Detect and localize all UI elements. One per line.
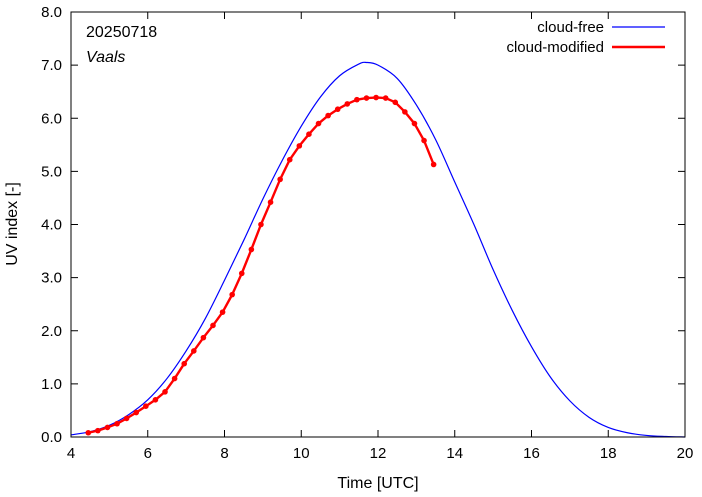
data-point-cloud-modified: [325, 112, 331, 119]
data-point-cloud-modified: [114, 420, 120, 427]
y-tick-label: 0.0: [41, 429, 62, 446]
x-tick-label: 18: [600, 445, 617, 462]
x-tick-label: 12: [370, 445, 387, 462]
legend: cloud-free cloud-modified: [506, 19, 665, 56]
date-annotation: 20250718: [86, 24, 157, 41]
plot-area: [70, 61, 686, 438]
x-tick-label: 16: [523, 445, 540, 462]
y-tick-label: 3.0: [41, 270, 62, 287]
data-point-cloud-modified: [143, 403, 149, 409]
series-line-cloud-free: [70, 61, 686, 438]
data-point-cloud-modified: [152, 397, 159, 403]
data-point-cloud-modified: [344, 101, 351, 107]
data-point-cloud-modified: [373, 94, 379, 101]
data-point-cloud-modified: [104, 424, 111, 431]
data-point-cloud-modified: [286, 156, 293, 163]
data-point-cloud-modified: [95, 427, 101, 434]
x-axis-title: Time [UTC]: [337, 475, 418, 492]
legend-label-cloud-modified: cloud-modified: [506, 39, 604, 56]
data-point-cloud-modified: [411, 120, 418, 127]
x-tick-label: 20: [677, 445, 694, 462]
data-point-cloud-modified: [181, 360, 188, 367]
y-tick-label: 1.0: [41, 376, 62, 393]
data-point-cloud-modified: [162, 389, 168, 395]
data-point-cloud-modified: [315, 120, 322, 127]
plot-frame: [70, 11, 686, 438]
data-point-cloud-modified: [219, 309, 226, 315]
y-tick-label: 4.0: [41, 217, 62, 234]
x-tick-label: 4: [67, 445, 75, 462]
y-tick-label: 7.0: [41, 57, 62, 74]
y-tick-label: 2.0: [41, 323, 62, 340]
data-point-cloud-modified: [238, 270, 245, 277]
legend-label-cloud-free: cloud-free: [537, 19, 604, 36]
data-point-cloud-modified: [248, 246, 255, 253]
data-point-cloud-modified: [382, 95, 389, 101]
data-point-cloud-modified: [210, 322, 216, 329]
data-point-cloud-modified: [392, 99, 399, 106]
y-tick-label: 8.0: [41, 4, 62, 21]
x-tick-label: 10: [293, 445, 310, 462]
data-point-cloud-modified: [133, 409, 140, 416]
y-tick-label: 6.0: [41, 110, 62, 127]
data-point-cloud-modified: [354, 96, 360, 103]
data-point-cloud-modified: [123, 415, 130, 422]
x-tick-label: 8: [220, 445, 228, 462]
data-point-cloud-modified: [402, 109, 408, 115]
location-annotation: Vaals: [86, 49, 125, 66]
data-point-cloud-modified: [430, 161, 437, 168]
data-point-cloud-modified: [200, 334, 207, 341]
data-point-cloud-modified: [363, 95, 370, 101]
data-point-cloud-modified: [258, 221, 264, 228]
y-axis-title: UV index [-]: [4, 182, 21, 266]
series-line-cloud-modified: [88, 96, 435, 434]
data-point-cloud-modified: [229, 291, 235, 298]
data-point-cloud-modified: [171, 375, 178, 382]
data-point-cloud-modified: [296, 143, 303, 149]
axis-ticks: 4 6 8 10 12 14 16 18 20 0.0 1.0 2.0 3.0 4.0 5.0 6.0 7.0 8…: [41, 4, 693, 462]
y-tick-label: 5.0: [41, 163, 62, 180]
data-point-cloud-modified: [191, 348, 197, 354]
x-tick-label: 14: [446, 445, 463, 462]
data-point-cloud-modified: [334, 106, 341, 113]
data-point-cloud-modified: [85, 429, 92, 436]
data-point-cloud-modified: [421, 137, 427, 144]
x-tick-label: 6: [144, 445, 152, 462]
data-point-cloud-modified: [267, 199, 274, 205]
data-point-cloud-modified: [306, 131, 312, 137]
data-point-cloud-modified: [277, 176, 283, 183]
